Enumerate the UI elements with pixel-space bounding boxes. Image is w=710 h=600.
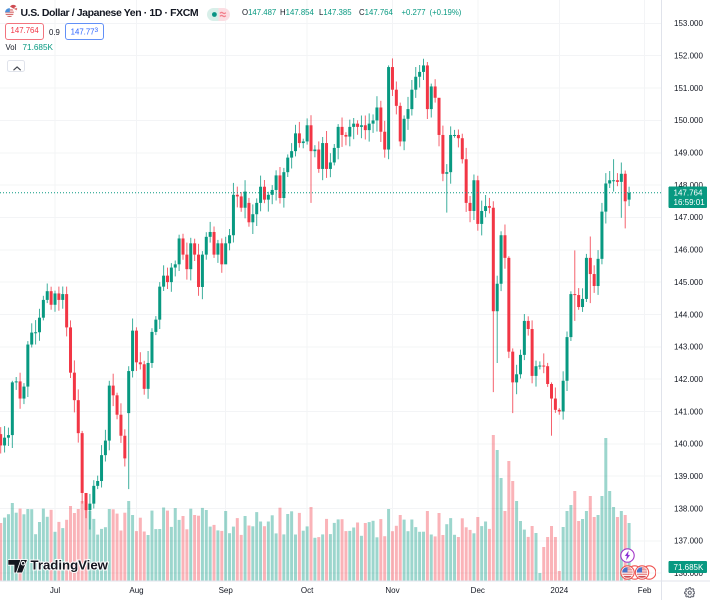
svg-text:Jul: Jul [50,586,60,595]
svg-text:139.000: 139.000 [674,472,703,481]
svg-text:TradingView: TradingView [31,558,109,573]
svg-text:151.000: 151.000 [674,84,703,93]
svg-text:147.764: 147.764 [674,188,703,197]
svg-text:2024: 2024 [550,586,568,595]
svg-text:Oct: Oct [301,586,314,595]
svg-text:Feb: Feb [638,586,652,595]
svg-text:Nov: Nov [385,586,399,595]
svg-text:141.000: 141.000 [674,407,703,416]
svg-text:143.000: 143.000 [674,343,703,352]
svg-text:146.000: 146.000 [674,246,703,255]
svg-text:153.000: 153.000 [674,19,703,28]
svg-text:144.000: 144.000 [674,310,703,319]
svg-text:148.000: 148.000 [674,181,703,190]
svg-text:142.000: 142.000 [674,375,703,384]
svg-text:136.000: 136.000 [674,569,703,578]
svg-text:16:59:01: 16:59:01 [674,198,706,207]
svg-text:Aug: Aug [129,586,143,595]
svg-text:137.000: 137.000 [674,537,703,546]
svg-text:145.000: 145.000 [674,278,703,287]
svg-text:152.000: 152.000 [674,52,703,61]
svg-text:Sep: Sep [219,586,234,595]
svg-text:147.000: 147.000 [674,213,703,222]
svg-text:149.000: 149.000 [674,149,703,158]
svg-text:138.000: 138.000 [674,504,703,513]
svg-text:71.685K: 71.685K [674,563,704,572]
svg-text:150.000: 150.000 [674,116,703,125]
svg-text:140.000: 140.000 [674,440,703,449]
svg-text:Dec: Dec [471,586,485,595]
